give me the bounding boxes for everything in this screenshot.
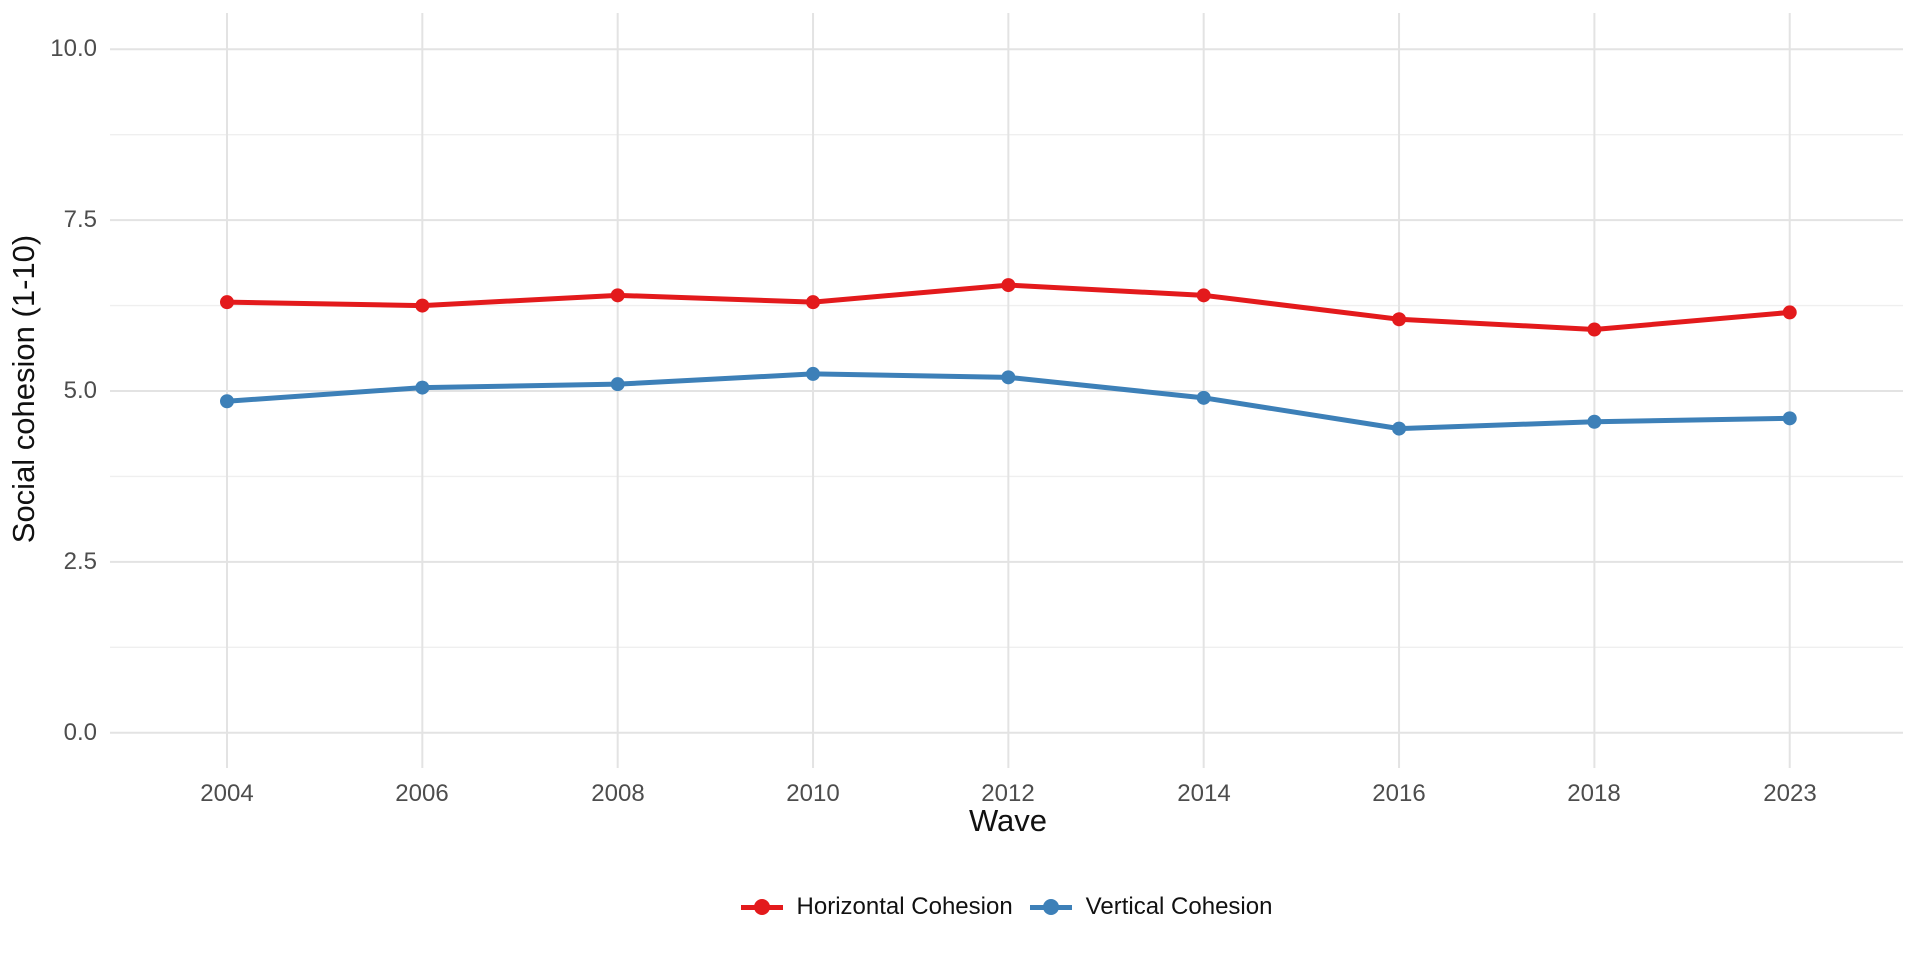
- data-point: [806, 366, 821, 381]
- x-tick-label: 2008: [591, 780, 645, 807]
- legend-item-label: Vertical Cohesion: [1085, 893, 1273, 920]
- x-tick-label: 2006: [395, 780, 449, 807]
- data-point: [806, 295, 821, 310]
- legend-key-line-dot-icon: [1029, 898, 1072, 916]
- legend-item-label: Horizontal Cohesion: [796, 893, 1013, 920]
- x-tick-label: 2012: [981, 780, 1035, 807]
- x-tick-label: 2023: [1763, 780, 1817, 807]
- legend: Horizontal Cohesion Vertical Cohesion: [110, 889, 1903, 925]
- x-tick-label: 2016: [1372, 780, 1426, 807]
- data-point: [1782, 411, 1797, 426]
- y-tick-label: 0.0: [63, 719, 97, 746]
- legend-item-horizontal-cohesion: Horizontal Cohesion: [740, 893, 1013, 920]
- data-point: [1001, 370, 1016, 385]
- data-point: [1587, 414, 1602, 429]
- x-tick-label: 2014: [1177, 780, 1231, 807]
- x-tick-label: 2018: [1567, 780, 1621, 807]
- data-point: [1587, 322, 1602, 337]
- data-point: [415, 380, 430, 395]
- x-tick-label: 2010: [786, 780, 840, 807]
- y-tick-label: 2.5: [63, 548, 97, 575]
- data-point: [1782, 305, 1797, 320]
- data-point: [1196, 288, 1211, 303]
- y-tick-label: 10.0: [50, 35, 97, 62]
- data-point: [1001, 278, 1016, 293]
- data-point: [1392, 421, 1407, 436]
- y-tick-label: 7.5: [63, 206, 97, 233]
- legend-key-line-dot-icon: [740, 898, 783, 916]
- y-tick-label: 5.0: [63, 377, 97, 404]
- data-point: [220, 295, 234, 310]
- legend-item-vertical-cohesion: Vertical Cohesion: [1029, 893, 1273, 920]
- data-point: [1392, 312, 1407, 327]
- data-point: [1196, 390, 1211, 405]
- x-axis-title: Wave: [968, 803, 1048, 838]
- data-point: [220, 394, 234, 409]
- data-point: [610, 288, 625, 303]
- data-point: [415, 298, 430, 313]
- x-tick-label: 2004: [200, 780, 254, 807]
- data-point: [610, 377, 625, 392]
- y-axis-title: Social cohesion (1-10): [6, 234, 41, 544]
